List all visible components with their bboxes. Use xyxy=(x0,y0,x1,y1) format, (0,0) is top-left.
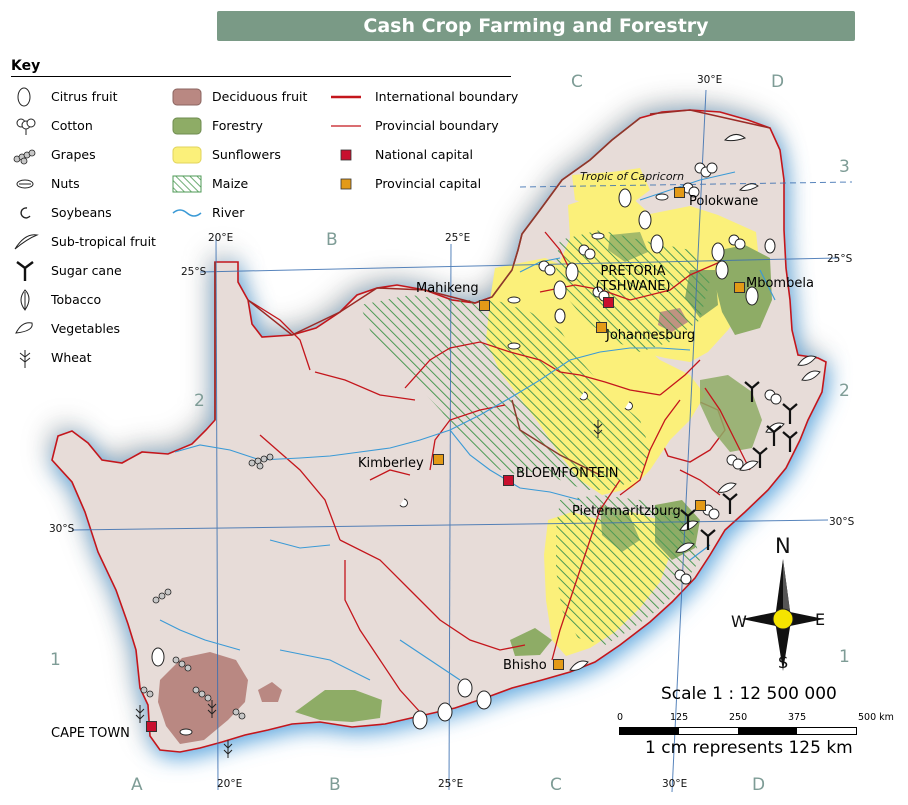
grid-column-b-top: B xyxy=(326,230,338,250)
provincial-capital-marker xyxy=(479,300,490,311)
grid-column-c-top: C xyxy=(571,72,583,92)
international-boundary-line xyxy=(331,95,361,99)
grid-row-1-left: 1 xyxy=(50,650,61,670)
tropic-of-capricorn-label: Tropic of Capricorn xyxy=(580,170,685,183)
national-capital-marker xyxy=(340,149,352,161)
sugar-cane-icon xyxy=(16,261,34,281)
grid-row-1-right: 1 xyxy=(839,647,850,667)
longitude-20e-bottom: 20°E xyxy=(217,778,243,790)
provincial-capital-marker xyxy=(340,178,352,190)
grid-column-a-bottom: A xyxy=(131,775,143,795)
longitude-30e-top: 30°E xyxy=(697,74,723,86)
city-label-pietermaritzburg: Pietermaritzburg xyxy=(572,504,681,519)
provincial-capital-marker xyxy=(734,282,745,293)
city-label-kimberley: Kimberley xyxy=(358,456,424,471)
scale-tick-0: 0 xyxy=(617,712,624,723)
grid-column-d-top: D xyxy=(771,72,785,92)
deciduous-fruit-swatch xyxy=(172,88,202,106)
key-heading: Key xyxy=(11,58,41,74)
grid-row-3: 3 xyxy=(839,157,850,177)
longitude-25e-top: 25°E xyxy=(445,232,471,244)
city-label-pretoria: PRETORIA (TSHWANE) xyxy=(595,264,671,294)
city-label-cape-town: CAPE TOWN xyxy=(51,726,130,741)
grid-column-b-bottom: B xyxy=(329,775,341,795)
national-capital-marker xyxy=(503,475,514,486)
city-label-mbombela: Mbombela xyxy=(746,276,814,291)
national-capital-marker xyxy=(603,297,614,308)
key-divider xyxy=(11,76,511,77)
grid-row-2-left: 2 xyxy=(194,391,205,411)
title-bar: Cash Crop Farming and Forestry xyxy=(217,11,855,41)
latitude-25s-right: 25°S xyxy=(827,253,853,265)
scale-tick-250: 250 xyxy=(729,712,748,723)
city-label-johannesburg: Johannesburg xyxy=(606,328,696,343)
longitude-20e-top: 20°E xyxy=(208,232,234,244)
grid-column-c-bottom: C xyxy=(550,775,562,795)
provincial-boundary-line xyxy=(331,125,361,127)
provincial-capital-marker xyxy=(553,659,564,670)
provincial-capital-marker xyxy=(695,500,706,511)
latitude-30s-right: 30°S xyxy=(829,516,855,528)
forestry-swatch xyxy=(172,117,202,135)
grid-column-d-bottom: D xyxy=(752,775,766,795)
subtropical-fruit-icon xyxy=(14,234,39,250)
cotton-icon xyxy=(16,118,36,135)
river-line xyxy=(172,209,202,217)
provincial-capital-marker xyxy=(433,454,444,465)
city-label-mahikeng: Mahikeng xyxy=(416,281,479,296)
wheat-icon xyxy=(19,350,31,368)
grapes-icon xyxy=(13,149,36,165)
nuts-icon xyxy=(16,179,34,189)
scale-tick-125: 125 xyxy=(670,712,689,723)
scale-tick-375: 375 xyxy=(788,712,807,723)
vegetables-icon xyxy=(15,322,33,334)
city-label-polokwane: Polokwane xyxy=(689,194,759,209)
longitude-30e-bottom: 30°E xyxy=(662,778,688,790)
label-backdrop xyxy=(545,66,605,102)
sunflowers-swatch xyxy=(172,146,202,164)
map-title: Cash Crop Farming and Forestry xyxy=(363,15,709,37)
maize-hatch-swatch xyxy=(172,175,202,193)
national-capital-marker xyxy=(146,721,157,732)
city-label-bloemfontein: BLOEMFONTEIN xyxy=(516,466,619,481)
scale-title: Scale 1 : 12 500 000 xyxy=(661,684,837,704)
provincial-capital-marker xyxy=(596,322,607,333)
compass-west: W xyxy=(731,612,747,631)
scale-bar xyxy=(619,727,857,735)
grid-row-2-right: 2 xyxy=(839,381,850,401)
compass-east: E xyxy=(815,610,826,629)
city-label-bhisho: Bhisho xyxy=(503,658,547,673)
provincial-capital-marker xyxy=(674,187,685,198)
compass-north: N xyxy=(775,534,791,558)
latitude-25s-left: 25°S xyxy=(181,266,207,278)
soybeans-icon xyxy=(20,207,31,219)
scale-tick-500: 500 km xyxy=(858,712,894,723)
compass-rose-icon xyxy=(742,559,824,671)
scale-note: 1 cm represents 125 km xyxy=(645,738,853,758)
citrus-fruit-icon xyxy=(17,87,31,107)
latitude-30s-left: 30°S xyxy=(49,523,75,535)
compass-south: S xyxy=(778,653,789,672)
tobacco-icon xyxy=(20,289,30,311)
longitude-25e-bottom: 25°E xyxy=(438,778,464,790)
